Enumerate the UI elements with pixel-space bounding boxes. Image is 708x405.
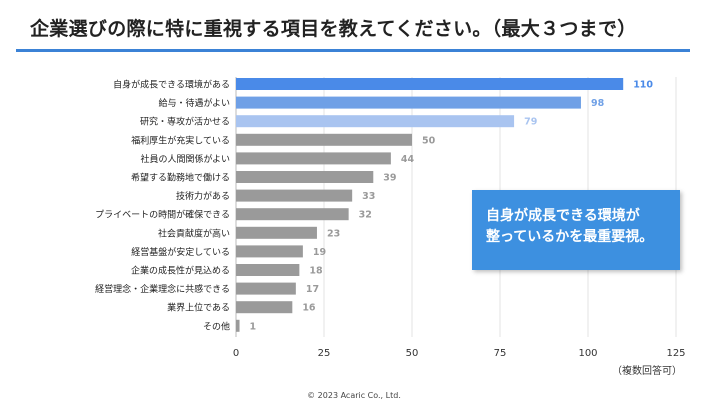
chart-title: 企業選びの際に特に重視する項目を教えてください。（最大３つまで） bbox=[30, 18, 637, 40]
data-label: 79 bbox=[524, 117, 537, 128]
bar bbox=[236, 245, 303, 258]
data-label: 39 bbox=[383, 173, 396, 184]
category-label: 自身が成長できる環境がある bbox=[113, 79, 230, 91]
bar bbox=[236, 171, 374, 183]
x-tick-label: 75 bbox=[494, 348, 507, 359]
data-label: 44 bbox=[401, 154, 415, 165]
category-label: 業界上位である bbox=[167, 302, 230, 314]
bar bbox=[236, 301, 293, 314]
data-label: 98 bbox=[591, 98, 605, 109]
bar bbox=[236, 282, 296, 295]
data-label: 23 bbox=[327, 228, 340, 239]
x-tick-label: 25 bbox=[318, 348, 331, 359]
copyright: © 2023 Acaric Co., Ltd. bbox=[307, 391, 401, 400]
category-label: その他 bbox=[203, 320, 230, 332]
category-label: 経営理念・企業理念に共感できる bbox=[95, 283, 230, 295]
bar bbox=[236, 189, 353, 202]
callout-box: 自身が成長できる環境が 整っているかを最重要視。 bbox=[472, 190, 680, 270]
bar bbox=[236, 208, 349, 221]
bar bbox=[236, 133, 412, 146]
data-label: 110 bbox=[633, 80, 653, 91]
category-label: 希望する勤務地で働ける bbox=[131, 172, 230, 184]
category-label: プライベートの時間が確保できる bbox=[95, 209, 230, 221]
bar bbox=[236, 96, 581, 109]
x-tick-label: 125 bbox=[666, 348, 685, 359]
data-label: 17 bbox=[306, 284, 319, 295]
data-label: 19 bbox=[313, 247, 326, 258]
callout-line-2: 整っているかを最重要視。 bbox=[486, 229, 654, 245]
category-label: 社員の人間関係がよい bbox=[140, 153, 230, 165]
data-label: 16 bbox=[302, 303, 316, 314]
category-label: 企業の成長性が見込める bbox=[131, 265, 230, 277]
data-label: 1 bbox=[250, 321, 257, 332]
category-label: 経営基盤が安定している bbox=[131, 246, 230, 258]
bar bbox=[236, 78, 624, 90]
category-label: 福利厚生が充実している bbox=[131, 134, 230, 146]
bar bbox=[236, 226, 317, 239]
data-label: 50 bbox=[422, 135, 436, 146]
data-label: 32 bbox=[359, 210, 372, 221]
x-tick-label: 0 bbox=[233, 348, 239, 359]
callout-line-1: 自身が成長できる環境が bbox=[486, 208, 640, 224]
x-tick-label: 50 bbox=[406, 348, 419, 359]
bar bbox=[236, 264, 300, 276]
x-tick-label: 100 bbox=[578, 348, 597, 359]
data-label: 33 bbox=[362, 191, 375, 202]
title-underline bbox=[16, 49, 690, 52]
bar bbox=[236, 115, 515, 128]
multiple-answers-note: （複数回答可） bbox=[612, 366, 682, 377]
category-label: 社会貢献度が高い bbox=[158, 227, 230, 239]
bar bbox=[236, 319, 240, 332]
bar bbox=[236, 152, 391, 165]
category-label: 技術力がある bbox=[176, 190, 230, 202]
category-label: 研究・専攻が活かせる bbox=[140, 116, 230, 128]
data-label: 18 bbox=[309, 266, 323, 277]
category-label: 給与・待遇がよい bbox=[158, 97, 230, 109]
